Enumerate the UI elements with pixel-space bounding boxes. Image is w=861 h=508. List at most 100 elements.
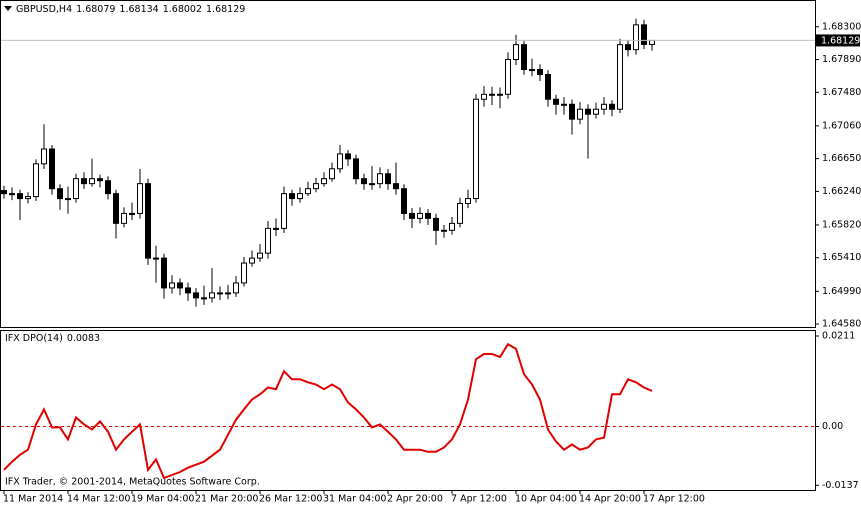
indicator-name: IFX DPO(14)	[5, 333, 63, 344]
candle-body	[57, 188, 63, 200]
candle-body	[577, 108, 583, 120]
y-tick-label: 1.64990	[822, 286, 861, 297]
candle-body	[41, 148, 47, 165]
candle-body	[1, 190, 7, 195]
header-ohlc: 1.68129	[206, 4, 245, 15]
candle-body	[201, 297, 207, 300]
candle-body	[129, 212, 135, 215]
header-ohlc: 1.68079	[76, 4, 115, 15]
candle-body	[113, 193, 119, 224]
candle-body	[65, 198, 71, 201]
candle-body	[241, 262, 247, 284]
header-ohlc: 1.68002	[163, 4, 202, 15]
candle-body	[25, 196, 31, 200]
last-price-label: 1.68129	[821, 35, 860, 46]
y-tick-label: 0.00	[822, 421, 843, 432]
candle-body	[305, 188, 311, 195]
candle-body	[329, 168, 335, 180]
candle-body	[529, 69, 535, 72]
candle-body	[641, 24, 647, 45]
candle-body	[9, 193, 15, 196]
candle-body	[553, 98, 559, 105]
candle-body	[161, 257, 167, 289]
candle-body	[649, 39, 655, 45]
candle-body	[505, 59, 511, 95]
candle-body	[121, 212, 127, 224]
y-tick-label: 1.67890	[822, 54, 861, 65]
candle-body	[249, 257, 255, 264]
candle-body	[465, 198, 471, 205]
candle-body	[177, 282, 183, 289]
candle-body	[105, 180, 111, 195]
candle-body	[225, 292, 231, 295]
candle-body	[489, 93, 495, 96]
candle-body	[385, 173, 391, 185]
symbol: GBPUSD,H4	[16, 4, 72, 15]
menu-triangle[interactable]	[4, 6, 12, 11]
candle-body	[169, 282, 175, 289]
candle-body	[193, 292, 199, 299]
candle-body	[209, 292, 215, 299]
candle-body	[625, 44, 631, 51]
candle-body	[33, 163, 39, 198]
candle-body	[273, 227, 279, 230]
candle-body	[297, 193, 303, 200]
candle-body	[401, 188, 407, 214]
dpo-line	[3, 342, 653, 480]
indicator-value: 0.0083	[67, 333, 100, 344]
candle-body	[633, 24, 639, 51]
candle-body	[449, 222, 455, 231]
candle-body	[313, 183, 319, 190]
candle-body	[17, 193, 23, 200]
candle-body	[393, 183, 399, 190]
candle-body	[73, 178, 79, 200]
candle-body	[409, 212, 415, 219]
y-tick-label: 1.64580	[822, 319, 861, 330]
candle-body	[457, 203, 463, 224]
x-tick-label: 11 Mar 2014	[3, 494, 63, 505]
y-tick-label: 1.68300	[822, 21, 861, 32]
candle-body	[361, 178, 367, 185]
candle-body	[433, 217, 439, 231]
y-tick-label: 1.67060	[822, 120, 861, 131]
price-panel-frame	[0, 0, 816, 328]
candle-body	[441, 229, 447, 232]
candle-body	[617, 44, 623, 110]
candle-body	[601, 103, 607, 110]
candle-body	[561, 103, 567, 106]
x-tick-label: 14 Mar 12:00	[67, 494, 130, 505]
candle-body	[321, 178, 327, 185]
candle-body	[497, 93, 503, 96]
candle-body	[97, 178, 103, 182]
candle-body	[417, 212, 423, 219]
candle-body	[425, 212, 431, 219]
candle-body	[185, 287, 191, 294]
candle-body	[257, 252, 263, 259]
candle-body	[473, 98, 479, 200]
last-price-box	[816, 34, 860, 47]
candle-body	[281, 193, 287, 229]
x-tick-label: 21 Mar 20:00	[195, 494, 258, 505]
candle-body	[513, 44, 519, 61]
candle-body	[377, 173, 383, 185]
chart-header: GBPUSD,H4 1.68079 1.68134 1.68002 1.68129	[16, 4, 245, 15]
y-tick-label: -0.0137	[822, 480, 859, 491]
y-tick-label: 1.67480	[822, 87, 861, 98]
candle-body	[593, 108, 599, 115]
x-tick-label: 7 Apr 12:00	[451, 494, 507, 505]
copyright: IFX Trader, © 2001-2014, MetaQuotes Soft…	[5, 477, 260, 488]
indicator-header: IFX DPO(14) 0.0083	[5, 333, 100, 344]
candle-body	[521, 44, 527, 71]
x-tick-label: 14 Apr 20:00	[579, 494, 641, 505]
candle-body	[289, 193, 295, 200]
y-tick-label: 1.66650	[822, 153, 861, 164]
candle-body	[369, 183, 375, 186]
candle-body	[585, 108, 591, 115]
candle-body	[609, 103, 615, 110]
y-tick-label: 1.65820	[822, 219, 861, 230]
candle-body	[265, 227, 271, 254]
y-tick-label: 1.65410	[822, 252, 861, 263]
header-ohlc: 1.68134	[119, 4, 158, 15]
